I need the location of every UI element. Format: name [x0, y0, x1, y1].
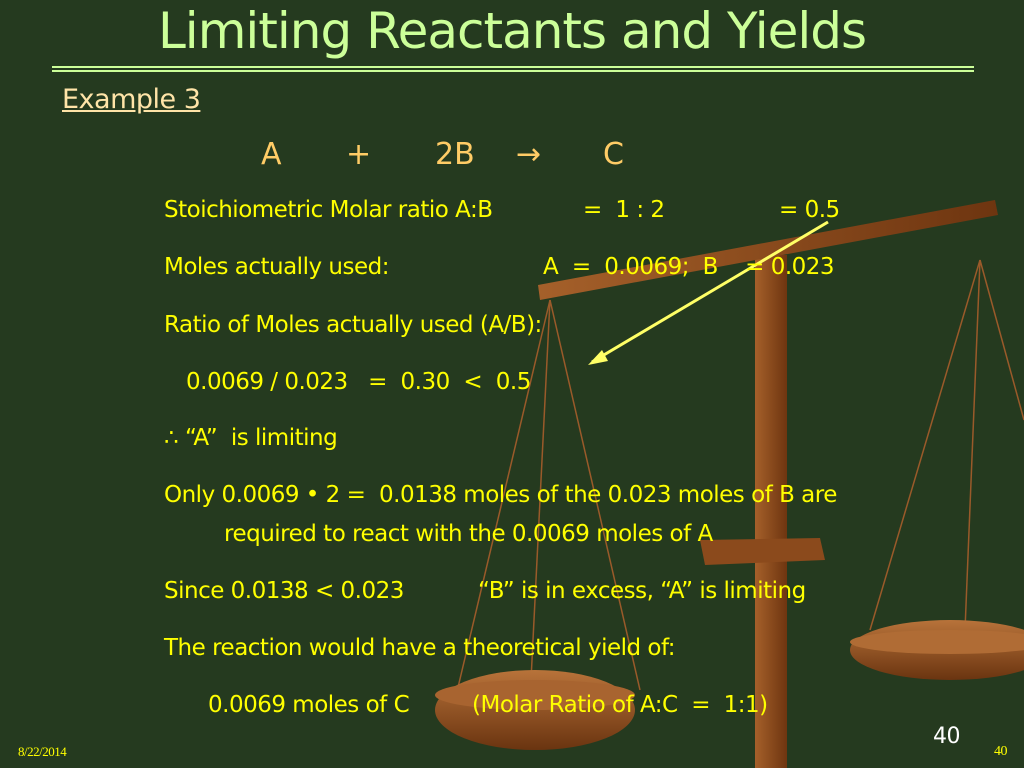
limiting-conclusion: ∴ “A” is limiting	[164, 425, 338, 451]
ratio-line-label: Stoichiometric Molar ratio A:B	[164, 197, 493, 223]
page-number: 40	[933, 724, 961, 749]
ratio-line-result: = 0.5	[779, 197, 840, 223]
equation-plus: +	[346, 137, 372, 172]
title-rule	[52, 66, 974, 68]
equation-c: C	[603, 137, 624, 172]
yield-value: 0.0069 moles of C	[208, 692, 410, 718]
ratio-line-value: = 1 : 2	[583, 197, 665, 223]
equation-a: A	[261, 137, 282, 172]
excess-compare: Since 0.0138 < 0.023	[164, 578, 404, 604]
scale-post	[755, 255, 787, 768]
footer-date: 8/22/2014	[18, 744, 67, 759]
arrow-icon	[591, 220, 829, 364]
scale-plate	[700, 538, 825, 565]
moles-used-value: A = 0.0069; B = 0.023	[543, 254, 835, 280]
excess-conclusion: “B” is in excess, “A” is limiting	[478, 578, 806, 604]
title-rule	[52, 70, 974, 72]
ratio-used-label: Ratio of Moles actually used (A/B):	[164, 312, 542, 338]
ratio-used-calc: 0.0069 / 0.023 = 0.30 < 0.5	[186, 369, 531, 395]
required-line-1: Only 0.0069 • 2 = 0.0138 moles of the 0.…	[164, 482, 837, 508]
scale-beam	[538, 200, 998, 300]
yield-label: The reaction would have a theoretical yi…	[164, 635, 676, 661]
slide-title: Limiting Reactants and Yields	[157, 2, 867, 60]
equation-arrow: →	[516, 137, 542, 172]
equation-b: 2B	[435, 137, 475, 172]
yield-ratio: (Molar Ratio of A:C = 1:1)	[472, 692, 768, 718]
example-label: Example 3	[62, 84, 201, 115]
moles-used-label: Moles actually used:	[164, 254, 389, 280]
required-line-2: required to react with the 0.0069 moles …	[224, 521, 713, 547]
slide-number: 40	[994, 744, 1008, 759]
